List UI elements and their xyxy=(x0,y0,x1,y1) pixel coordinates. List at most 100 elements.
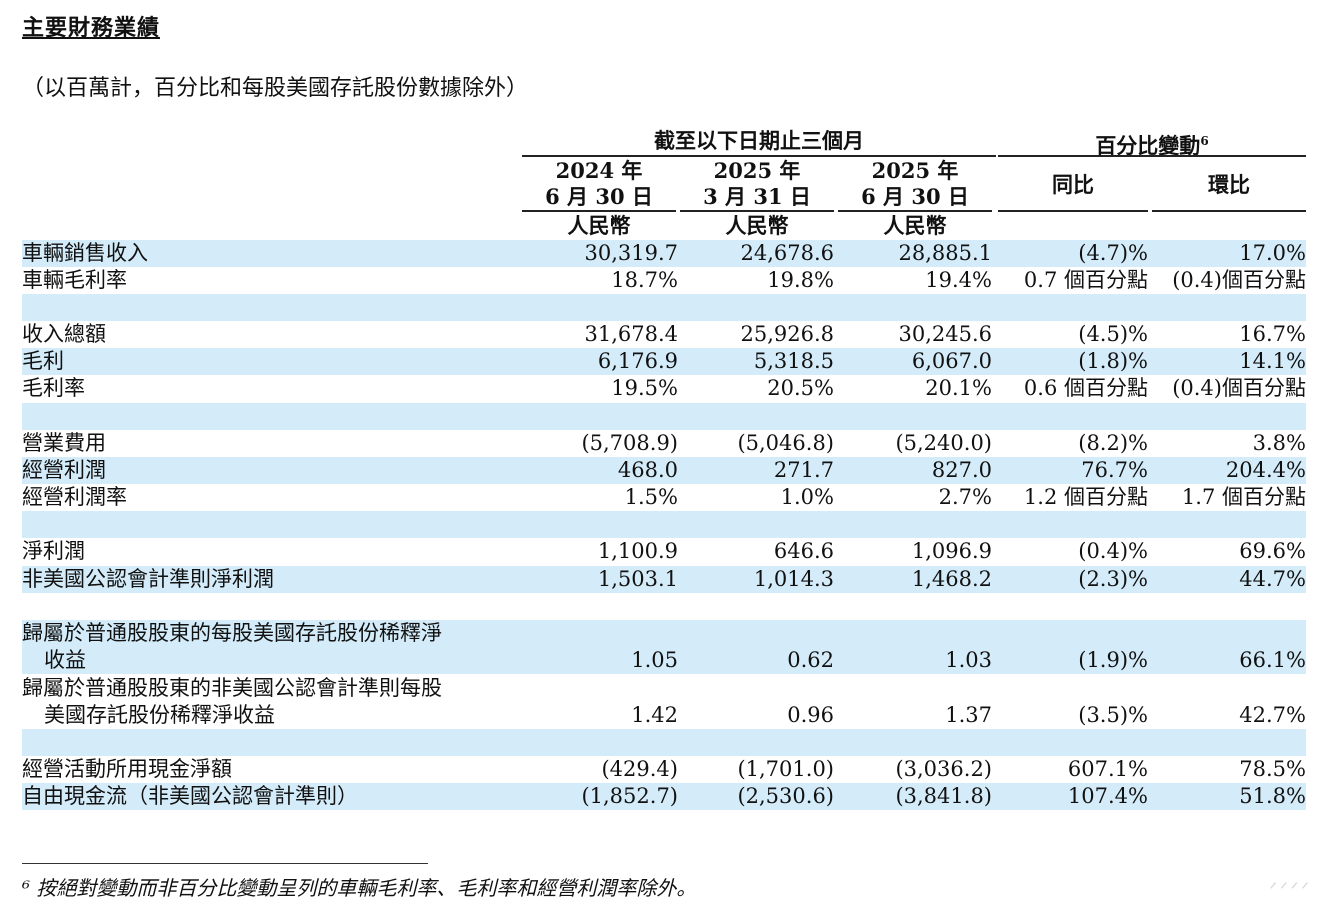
cell: 42.7% xyxy=(1239,703,1306,727)
page-title: 主要財務業績 xyxy=(22,16,161,41)
cell: 607.1% xyxy=(1067,757,1148,781)
row-band xyxy=(22,457,1306,484)
cell: 1.7 個百分點 xyxy=(1181,485,1306,509)
cell: 20.1% xyxy=(925,376,992,400)
cell: (1,701.0) xyxy=(737,757,834,781)
row-band xyxy=(22,729,1306,756)
column-rule xyxy=(680,210,834,212)
row-band xyxy=(22,620,1306,674)
cell: 44.7% xyxy=(1239,567,1306,591)
row-label: 營業費用 xyxy=(22,431,106,455)
column-rule xyxy=(522,210,676,212)
cell: (1,852.7) xyxy=(581,784,678,808)
row-label-continued: 美國存託股份稀釋淨收益 xyxy=(44,703,275,727)
cell: 3.8% xyxy=(1252,431,1306,455)
column-rule xyxy=(1152,210,1306,212)
cell: 28,885.1 xyxy=(898,241,992,265)
cell: (4.5)% xyxy=(1078,322,1148,346)
footnote: ⁶ 按絕對變動而非百分比變動呈列的車輛毛利率、毛利率和經營利潤率除外。 xyxy=(22,876,697,900)
cell: 25,926.8 xyxy=(740,322,834,346)
cell: 468.0 xyxy=(617,458,678,482)
cell: 1.05 xyxy=(631,648,678,672)
cell: 204.4% xyxy=(1225,458,1306,482)
cell: (1.8)% xyxy=(1078,349,1148,373)
cell: (8.2)% xyxy=(1078,431,1148,455)
footnote-rule xyxy=(22,863,428,864)
cell: 19.5% xyxy=(611,376,678,400)
row-label: 經營活動所用現金淨額 xyxy=(22,757,232,781)
cell: 18.7% xyxy=(611,268,678,292)
cell: 69.6% xyxy=(1239,539,1306,563)
cell: (5,046.8) xyxy=(737,431,834,455)
currency-header: 人民幣 xyxy=(567,213,631,238)
cell: (0.4)% xyxy=(1078,539,1148,563)
cell: 31,678.4 xyxy=(584,322,678,346)
header-group-period: 截至以下日期止三個月 xyxy=(654,128,864,153)
cell: 19.8% xyxy=(767,268,834,292)
cell: (3,036.2) xyxy=(895,757,992,781)
cell: 24,678.6 xyxy=(740,241,834,265)
row-label: 收入總額 xyxy=(22,322,106,346)
column-header: 2025 年 6 月 30 日 xyxy=(861,158,969,209)
row-label: 非美國公認會計準則淨利潤 xyxy=(22,567,274,591)
column-header: 2024 年 6 月 30 日 xyxy=(545,158,653,209)
cell: (1.9)% xyxy=(1078,648,1148,672)
column-header-yoy: 同比 xyxy=(1052,172,1094,197)
row-label-continued: 收益 xyxy=(44,648,86,672)
cell: 16.7% xyxy=(1239,322,1306,346)
row-label: 歸屬於普通股股東的每股美國存託股份稀釋淨 xyxy=(22,621,442,645)
cell: 19.4% xyxy=(925,268,992,292)
cell: 66.1% xyxy=(1239,648,1306,672)
cell: 1,100.9 xyxy=(597,539,678,563)
cell: 1.03 xyxy=(945,648,992,672)
row-band xyxy=(22,403,1306,430)
cell: 107.4% xyxy=(1067,784,1148,808)
cell: 0.62 xyxy=(787,648,834,672)
cell: (429.4) xyxy=(601,757,678,781)
cell: 1.5% xyxy=(624,485,678,509)
cell: 1.0% xyxy=(780,485,834,509)
cell: 30,245.6 xyxy=(898,322,992,346)
row-label: 車輛毛利率 xyxy=(22,268,127,292)
cell: (3.5)% xyxy=(1078,703,1148,727)
cell: 20.5% xyxy=(767,376,834,400)
row-band xyxy=(22,511,1306,538)
cell: 1,096.9 xyxy=(911,539,992,563)
cell: 1.42 xyxy=(631,703,678,727)
cell: (5,708.9) xyxy=(581,431,678,455)
cell: 6,176.9 xyxy=(597,349,678,373)
cell: 30,319.7 xyxy=(584,241,678,265)
cell: (0.4)個百分點 xyxy=(1172,376,1306,400)
cell: (2,530.6) xyxy=(737,784,834,808)
cell: 51.8% xyxy=(1239,784,1306,808)
cell: 1.2 個百分點 xyxy=(1023,485,1148,509)
currency-header: 人民幣 xyxy=(883,213,947,238)
cell: 17.0% xyxy=(1239,241,1306,265)
cell: 827.0 xyxy=(931,458,992,482)
table-row: 歸屬於普通股股東的非美國公認會計準則每股 美國存託股份稀釋淨收益 1.42 0.… xyxy=(22,675,1306,729)
row-band xyxy=(22,348,1306,375)
row-band xyxy=(22,240,1306,267)
column-rule xyxy=(998,210,1148,212)
cell: 271.7 xyxy=(773,458,834,482)
cell: (2.3)% xyxy=(1078,567,1148,591)
cell: 5,318.5 xyxy=(753,349,834,373)
cell: 0.7 個百分點 xyxy=(1023,268,1148,292)
cell: 2.7% xyxy=(938,485,992,509)
row-band xyxy=(22,566,1306,593)
table-row: 歸屬於普通股股東的每股美國存託股份稀釋淨 收益 1.05 0.62 1.03 (… xyxy=(22,620,1306,674)
row-band xyxy=(22,294,1306,321)
row-label: 經營利潤率 xyxy=(22,485,127,509)
row-label: 歸屬於普通股股東的非美國公認會計準則每股 xyxy=(22,676,442,700)
row-label: 毛利率 xyxy=(22,376,85,400)
cell: 14.1% xyxy=(1239,349,1306,373)
header-group-change: 百分比變動6 xyxy=(1095,133,1209,158)
cell: 6,067.0 xyxy=(911,349,992,373)
row-label: 車輛銷售收入 xyxy=(22,241,148,265)
cell: 0.6 個百分點 xyxy=(1023,376,1148,400)
cell: (4.7)% xyxy=(1078,241,1148,265)
column-header: 2025 年 3 月 31 日 xyxy=(703,158,811,209)
cell: 1,503.1 xyxy=(597,567,678,591)
cell: (3,841.8) xyxy=(895,784,992,808)
cell: 0.96 xyxy=(787,703,834,727)
